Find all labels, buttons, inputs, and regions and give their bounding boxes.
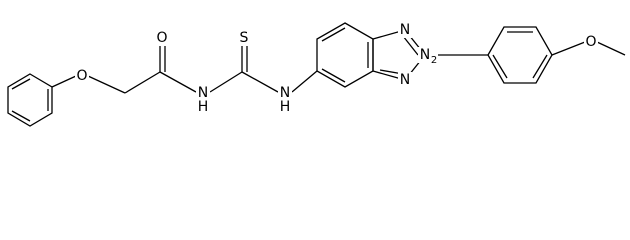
- bond: [321, 68, 346, 83]
- bond: [51, 75, 77, 88]
- label-bg: [398, 72, 412, 88]
- bond: [11, 78, 31, 90]
- ring: [7, 73, 53, 127]
- atom-label: S: [240, 30, 249, 46]
- label-bg: [278, 85, 292, 113]
- atom-label: O: [76, 68, 87, 84]
- label-bg: [398, 22, 412, 38]
- ring: [316, 22, 374, 88]
- atom-locant: 2: [431, 55, 437, 66]
- page: O O N H S N H N N N 2 O (() => { const d…: [7, 22, 626, 127]
- structure: O O N H S N H N N N 2 O: [7, 22, 626, 127]
- atom-label: N: [280, 85, 290, 101]
- bond: [209, 71, 243, 93]
- label-bg: [75, 68, 89, 84]
- bond: [124, 71, 161, 94]
- atom-label: O: [156, 30, 167, 46]
- atom-label: H: [198, 99, 209, 115]
- bond: [11, 110, 31, 122]
- atom-label: H: [280, 99, 291, 115]
- label-bg: [418, 47, 438, 63]
- bond: [159, 71, 197, 93]
- atom-label: O: [585, 34, 596, 50]
- bond: [551, 41, 586, 56]
- bond: [596, 41, 626, 56]
- label-bg: [584, 34, 598, 50]
- bond: [87, 75, 126, 94]
- atom-label: N: [198, 85, 208, 101]
- bond: [291, 70, 318, 93]
- label-bg: [155, 30, 169, 46]
- bond: [402, 35, 419, 56]
- bond: [532, 54, 548, 79]
- label-bg: [196, 85, 210, 113]
- ring: [487, 26, 553, 84]
- atom-label: N: [400, 22, 410, 38]
- atom-label: N: [400, 72, 410, 88]
- bond: [492, 54, 508, 79]
- bond: [241, 71, 279, 93]
- bond: [321, 27, 346, 42]
- atom-label: N: [420, 47, 430, 63]
- label-bg: [237, 30, 251, 46]
